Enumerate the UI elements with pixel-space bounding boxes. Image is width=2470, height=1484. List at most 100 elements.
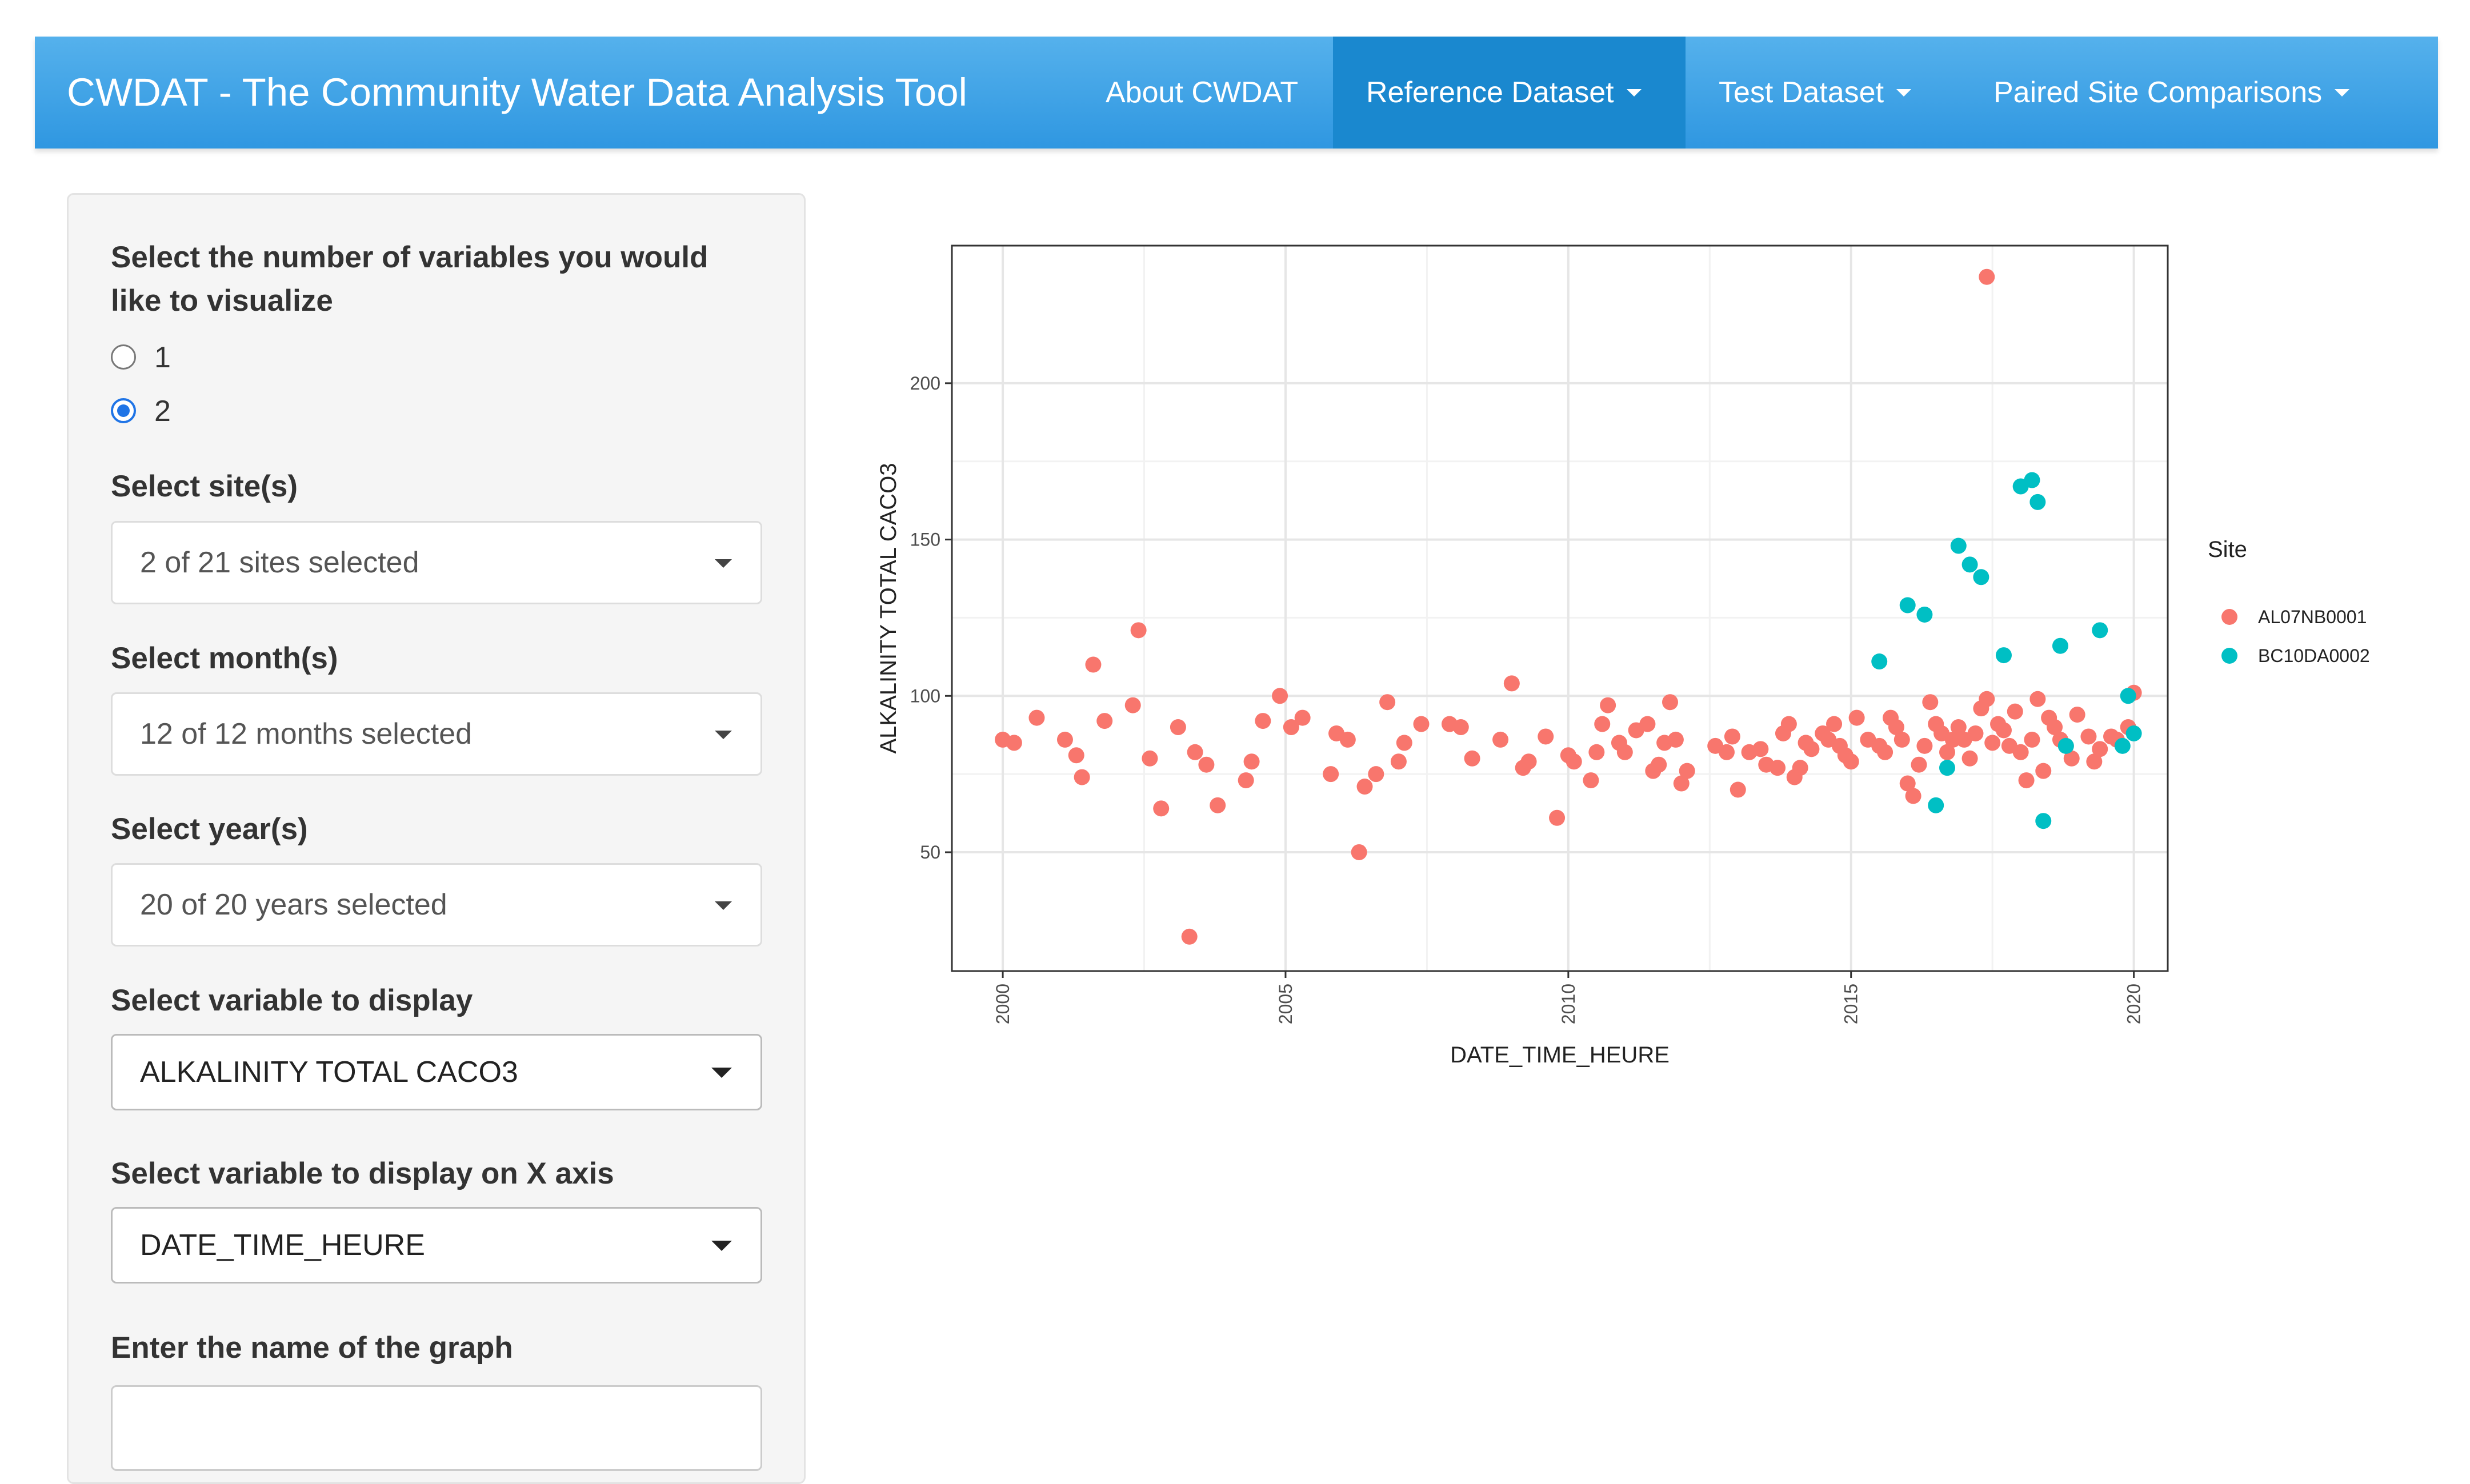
data-point — [1413, 716, 1430, 732]
data-point — [1877, 744, 1893, 760]
data-point — [1170, 719, 1186, 736]
data-point — [1967, 725, 1984, 741]
data-point — [1871, 653, 1888, 670]
sites-select-value: 2 of 21 sites selected — [140, 546, 419, 579]
data-point — [1961, 750, 1978, 767]
data-point — [1950, 538, 1967, 554]
data-point — [2092, 622, 2108, 639]
data-point — [1390, 753, 1407, 770]
data-point — [2035, 763, 2052, 779]
data-point — [1662, 694, 1679, 711]
legend: Site AL07NB0001 BC10DA0002 — [2208, 537, 2370, 666]
data-point — [1928, 797, 1944, 813]
data-point — [1893, 731, 1910, 748]
legend-key — [2221, 609, 2237, 625]
months-label: Select month(s) — [111, 641, 338, 675]
chevron-down-icon — [2335, 89, 2350, 97]
data-point — [1130, 622, 1147, 639]
nav-test-dataset[interactable]: Test Dataset — [1719, 37, 1959, 149]
data-point — [1028, 709, 1045, 726]
data-point — [1492, 731, 1509, 748]
data-point — [1911, 756, 1927, 773]
nav-reference-dataset[interactable]: Reference Dataset — [1333, 37, 1686, 149]
data-point — [1351, 844, 1367, 860]
variable-label: Select variable to display — [111, 984, 473, 1017]
data-point — [1651, 756, 1667, 773]
app-title[interactable]: CWDAT - The Community Water Data Analysi… — [67, 70, 967, 114]
data-point — [1124, 697, 1141, 713]
chevron-down-icon — [1896, 89, 1912, 97]
data-point — [2035, 813, 2052, 829]
y-tick-label: 50 — [920, 842, 940, 863]
data-point — [2024, 731, 2040, 748]
data-point — [2069, 707, 2085, 723]
chevron-down-icon — [711, 1068, 732, 1078]
variable-select[interactable]: ALKALINITY TOTAL CACO3 — [111, 1034, 762, 1110]
nav-paired-site-comparisons[interactable]: Paired Site Comparisons — [1993, 37, 2382, 149]
data-point — [1452, 719, 1469, 736]
x-variable-label: Select variable to display on X axis — [111, 1157, 614, 1190]
data-point — [1639, 716, 1656, 732]
data-point — [2063, 750, 2080, 767]
navbar: CWDAT - The Community Water Data Analysi… — [35, 37, 2438, 149]
data-point — [1379, 694, 1396, 711]
data-point — [1730, 781, 1746, 798]
data-point — [1899, 775, 1916, 792]
legend-label: BC10DA0002 — [2258, 645, 2370, 666]
data-point — [1068, 747, 1084, 764]
x-variable-select-value: DATE_TIME_HEURE — [140, 1229, 425, 1262]
data-point — [1718, 744, 1735, 760]
data-point — [1006, 735, 1022, 751]
data-point — [1922, 694, 1939, 711]
data-point — [1210, 797, 1226, 813]
legend-title: Site — [2208, 537, 2247, 562]
x-variable-select[interactable]: DATE_TIME_HEURE — [111, 1207, 762, 1284]
data-point — [2125, 725, 2142, 741]
graph-name-input[interactable] — [111, 1385, 762, 1471]
data-point — [1238, 772, 1254, 789]
months-select[interactable]: 12 of 12 months selected — [111, 692, 762, 776]
years-select[interactable]: 20 of 20 years selected — [111, 863, 762, 946]
radio-button-2[interactable] — [111, 398, 136, 423]
data-point — [1950, 719, 1967, 736]
data-point — [1843, 753, 1859, 770]
y-axis-label: ALKALINITY TOTAL CACO3 — [876, 463, 901, 753]
radio-button-1[interactable] — [111, 344, 136, 370]
data-point — [1995, 647, 2012, 664]
nav-about-cwdat[interactable]: About CWDAT — [1106, 37, 1298, 149]
data-point — [1594, 716, 1611, 732]
chevron-down-icon — [715, 901, 732, 910]
data-point — [1792, 760, 1808, 776]
data-point — [1243, 753, 1260, 770]
months-select-value: 12 of 12 months selected — [140, 717, 473, 751]
radio-label-2: 2 — [154, 395, 171, 428]
nav-reference-label: Reference Dataset — [1366, 76, 1614, 109]
data-point — [1368, 766, 1384, 783]
plot-panel-border — [951, 244, 2169, 972]
data-point — [1961, 556, 1978, 573]
data-point — [2024, 472, 2040, 488]
x-axis-label: DATE_TIME_HEURE — [1450, 1042, 1670, 1068]
data-point — [2029, 494, 2046, 510]
years-label: Select year(s) — [111, 812, 308, 846]
data-point — [1673, 775, 1690, 792]
data-point — [1944, 731, 1961, 748]
data-points — [995, 268, 2142, 945]
data-point — [1074, 769, 1090, 785]
data-point — [1464, 750, 1480, 767]
data-point — [2029, 691, 2046, 707]
data-point — [1339, 731, 1356, 748]
data-point — [1973, 569, 1989, 585]
sites-select[interactable]: 2 of 21 sites selected — [111, 521, 762, 604]
data-point — [1770, 760, 1786, 776]
data-point — [2086, 753, 2103, 770]
data-point — [1153, 800, 1170, 817]
nav-test-label: Test Dataset — [1719, 76, 1884, 109]
data-point — [2018, 772, 2035, 789]
x-axis-ticks: 2000 2005 2010 2015 2020 — [992, 971, 2144, 1024]
data-point — [1667, 731, 1684, 748]
data-point — [1198, 756, 1215, 773]
data-point — [1826, 716, 1843, 732]
data-point — [1294, 709, 1311, 726]
data-point — [1583, 772, 1599, 789]
